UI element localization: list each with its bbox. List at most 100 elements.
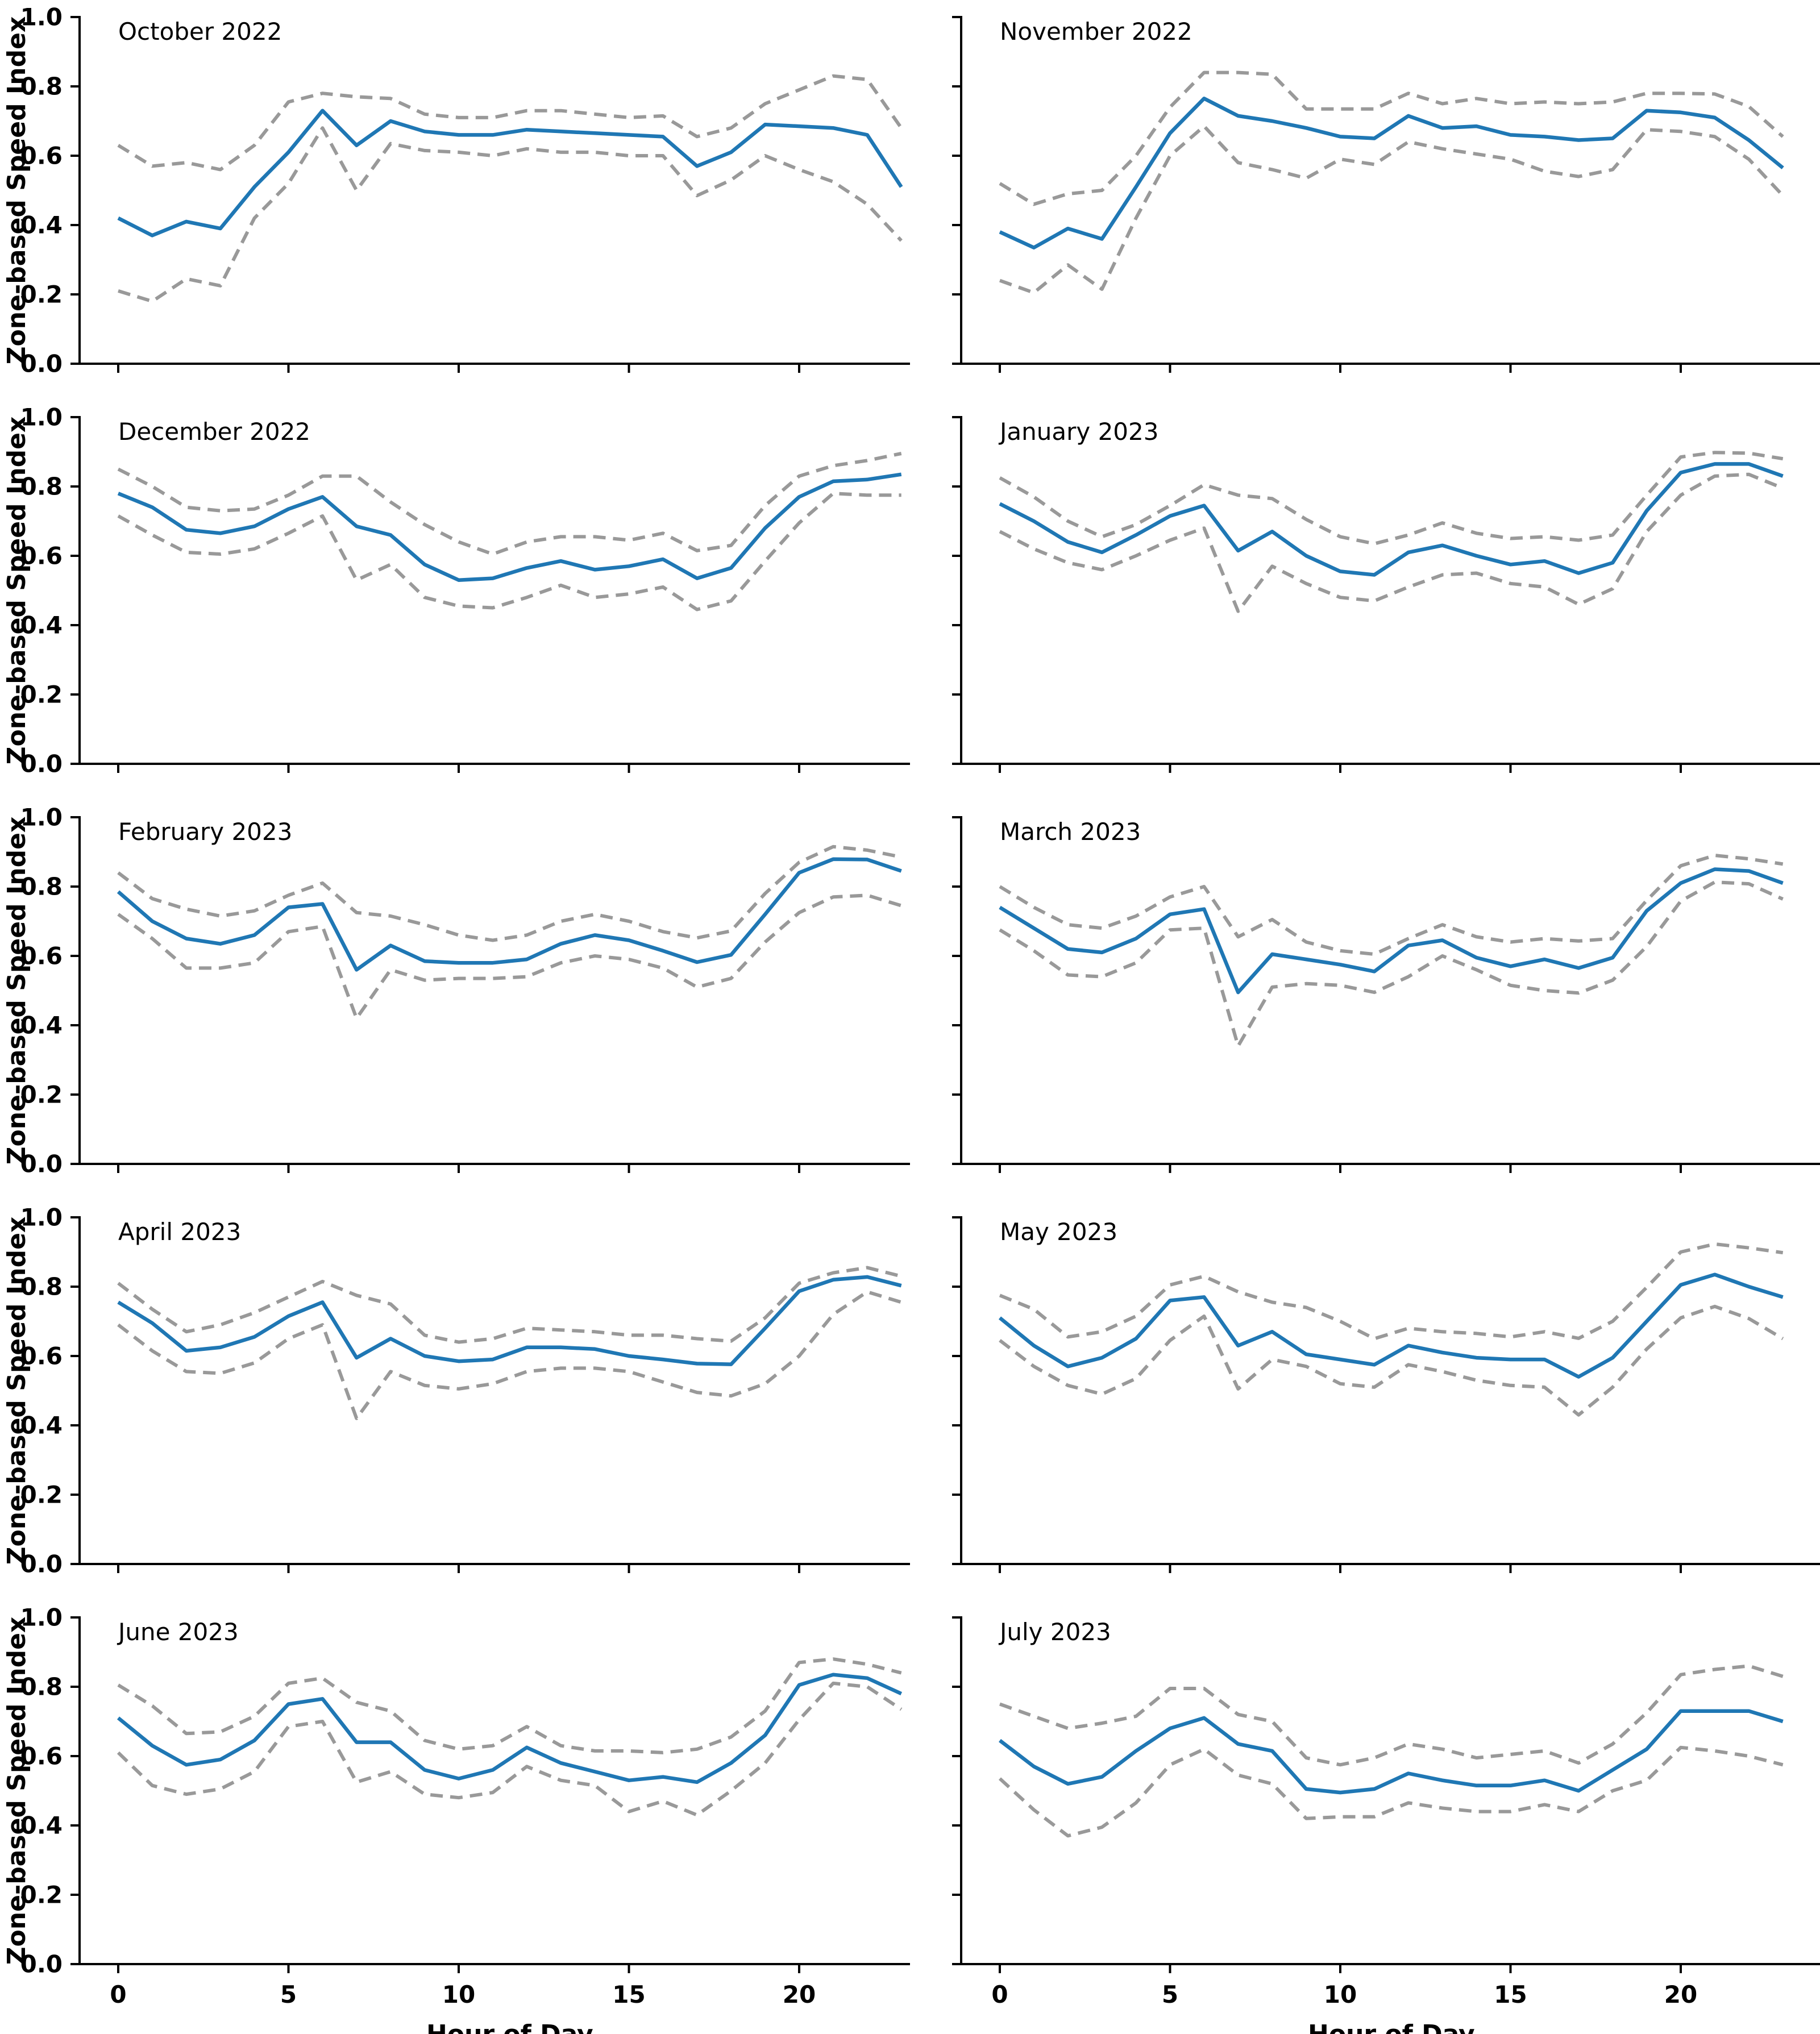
x-tick-label: 5 <box>280 1981 297 2008</box>
mean-line <box>999 867 1784 995</box>
y-axis-label: Zone-based Speed Index <box>2 1617 31 1965</box>
x-tick-label: 15 <box>612 1981 645 2008</box>
y-tick-label: 0.2 <box>20 280 63 308</box>
y-tick-label: 0.0 <box>20 350 63 377</box>
upper-band-line <box>117 1266 902 1344</box>
y-tick-label: 0.8 <box>20 1673 63 1700</box>
panel-title: June 2023 <box>117 1618 239 1646</box>
mean-line <box>117 472 902 582</box>
chart-2: November 2022 <box>952 16 1820 373</box>
y-tick-label: 0.4 <box>20 1011 63 1039</box>
panel-title: January 2023 <box>998 418 1158 446</box>
y-tick-label: 0.6 <box>20 1342 63 1370</box>
chart-10: 0 5 10 15 20 Hour of Day July 2023 <box>952 1616 1820 2034</box>
y-tick-label: 0.6 <box>20 542 63 569</box>
y-tick-label: 0.2 <box>20 680 63 708</box>
panel-march-2023: March 2023 <box>910 800 1820 1200</box>
x-tick-label: 5 <box>1162 1981 1178 2008</box>
upper-band-line <box>117 452 902 556</box>
y-tick-label: 0.4 <box>20 1411 63 1439</box>
y-tick-label: 0.0 <box>20 1550 63 1578</box>
y-tick-label: 0.6 <box>20 942 63 970</box>
y-axis-label: Zone-based Speed Index <box>2 16 31 365</box>
y-tick-label: 0.4 <box>20 1811 63 1839</box>
x-tick-label: 10 <box>442 1981 475 2008</box>
upper-band-line <box>999 854 1784 956</box>
upper-band-line <box>999 1664 1784 1767</box>
panel-february-2023: 0.0 0.2 0.4 0.6 0.8 1.0 Zone-based Speed Index… <box>0 800 910 1200</box>
x-tick-label: 10 <box>1324 1981 1357 2008</box>
x-axis-label: Hour of Day <box>1308 2020 1475 2034</box>
y-tick-label: 1.0 <box>20 1603 63 1631</box>
y-tick-label: 1.0 <box>20 1203 63 1231</box>
panel-title: February 2023 <box>118 818 292 846</box>
y-tick-label: 0.6 <box>20 1742 63 1770</box>
y-tick-label: 0.0 <box>20 1950 63 1978</box>
mean-line <box>998 1272 1784 1379</box>
y-tick-label: 0.4 <box>20 211 63 239</box>
y-tick-label: 1.0 <box>20 403 63 431</box>
chart-9: 0.0 0.2 0.4 0.6 0.8 1.0 0 5 10 15 20 Zone-based Spe… <box>2 1603 910 2034</box>
lower-band-line <box>117 1290 902 1420</box>
x-tick-label: 20 <box>783 1981 816 2008</box>
chart-6: March 2023 <box>952 816 1820 1173</box>
chart-8: May 2023 <box>952 1216 1820 1573</box>
mean-line <box>117 857 902 972</box>
panel-title: May 2023 <box>1000 1218 1117 1246</box>
lower-band-line <box>117 492 901 612</box>
lower-band-line <box>118 126 903 303</box>
chart-4: January 2023 <box>952 416 1820 773</box>
lower-band-line <box>998 1745 1784 1838</box>
lower-band-line <box>999 124 1784 294</box>
upper-band-line <box>999 70 1784 206</box>
lower-band-line <box>999 880 1784 1048</box>
y-tick-label: 0.0 <box>20 750 63 777</box>
mean-line <box>117 1673 903 1785</box>
y-axis-label: Zone-based Speed Index <box>2 417 31 765</box>
panel-title: July 2023 <box>998 1618 1111 1646</box>
x-tick-label: 0 <box>110 1981 126 2008</box>
y-tick-label: 0.2 <box>20 1080 63 1108</box>
y-tick-label: 0.8 <box>20 872 63 900</box>
x-tick-label: 15 <box>1494 1981 1527 2008</box>
y-tick-label: 0.8 <box>20 1272 63 1300</box>
y-tick-label: 0.2 <box>20 1480 63 1508</box>
panel-june-2023: 0.0 0.2 0.4 0.6 0.8 1.0 0 5 10 15 20 Zone-based Spe… <box>0 1600 910 2034</box>
panel-january-2023: January 2023 <box>910 400 1820 800</box>
upper-band-line <box>117 74 903 172</box>
lower-band-line <box>117 1681 903 1817</box>
mean-line <box>999 462 1784 577</box>
panel-title: November 2022 <box>1000 18 1192 45</box>
panel-april-2023: 0.0 0.2 0.4 0.6 0.8 1.0 Zone-based Speed Index… <box>0 1200 910 1600</box>
mean-line <box>999 97 1784 249</box>
y-tick-label: 0.6 <box>20 142 63 169</box>
upper-band-line <box>117 1657 902 1754</box>
panel-october-2022: 0.0 0.2 0.4 0.6 0.8 1.0 Zone-based Speed Index… <box>0 0 910 400</box>
panel-july-2023: 0 5 10 15 20 Hour of Day July 2023 <box>910 1600 1820 2034</box>
x-tick-label: 20 <box>1664 1981 1697 2008</box>
y-tick-label: 1.0 <box>20 3 63 31</box>
mean-line <box>117 109 903 238</box>
panel-title: October 2022 <box>118 18 282 45</box>
upper-band-line <box>999 451 1784 546</box>
y-tick-label: 0.4 <box>20 611 63 639</box>
upper-band-line <box>117 845 902 942</box>
panel-title: March 2023 <box>1000 818 1141 846</box>
panel-november-2022: November 2022 <box>910 0 1820 400</box>
y-tick-label: 1.0 <box>20 803 63 831</box>
lower-band-line <box>117 893 902 1020</box>
y-tick-label: 0.8 <box>20 472 63 500</box>
upper-band-line <box>999 1242 1784 1341</box>
lower-band-line <box>999 472 1784 613</box>
panel-title: December 2022 <box>118 418 310 446</box>
lower-band-line <box>999 1304 1784 1417</box>
y-tick-label: 0.8 <box>20 72 63 100</box>
panel-may-2023: May 2023 <box>910 1200 1820 1600</box>
y-tick-label: 0.2 <box>20 1881 63 1908</box>
y-tick-label: 0.0 <box>20 1150 63 1178</box>
x-tick-label: 0 <box>991 1981 1008 2008</box>
